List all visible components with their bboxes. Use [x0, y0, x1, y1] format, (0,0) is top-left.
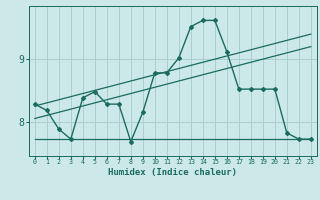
X-axis label: Humidex (Indice chaleur): Humidex (Indice chaleur): [108, 168, 237, 177]
